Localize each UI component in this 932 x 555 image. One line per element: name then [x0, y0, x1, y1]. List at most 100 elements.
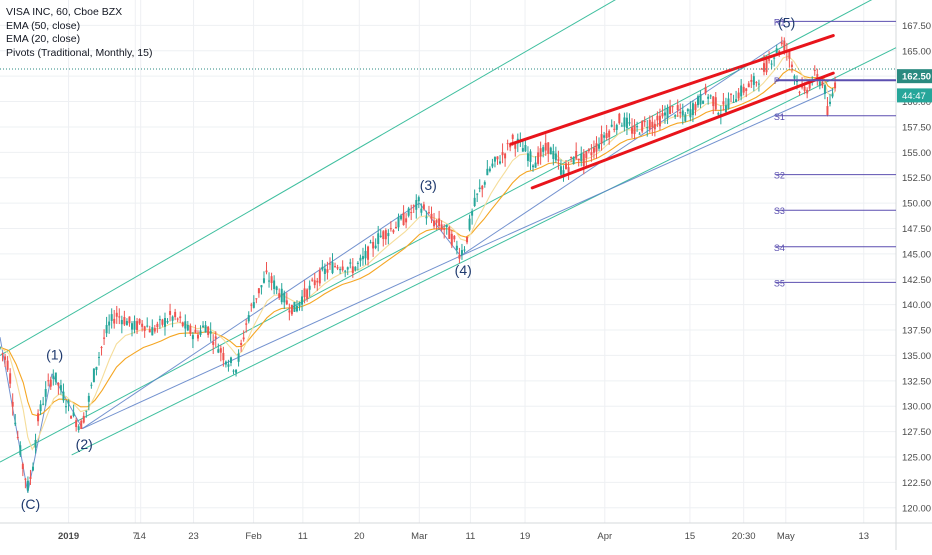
candle-body [313, 280, 316, 286]
candle-body [709, 95, 712, 97]
price-tick-label: 152.50 [902, 173, 931, 184]
candle-body [191, 335, 194, 340]
candle-body [694, 104, 697, 111]
candle-body [9, 373, 12, 384]
candle-body [202, 325, 205, 328]
candle-body [95, 366, 98, 370]
candle-body [443, 228, 446, 230]
candle-body [209, 331, 212, 334]
wave-label: (3) [420, 177, 437, 193]
last-price-label: 162.50 [902, 72, 931, 83]
candle-body [349, 262, 352, 264]
candle-body [509, 144, 512, 148]
candle-body [331, 262, 334, 274]
candle-body [653, 123, 656, 130]
candle-body [67, 401, 70, 404]
pivots-legend: Pivots (Traditional, Monthly, 15) [6, 46, 153, 59]
candle-body [460, 250, 463, 255]
candle-body [631, 127, 634, 134]
candle-body [354, 266, 357, 271]
candle-body [780, 42, 783, 45]
candle-body [603, 135, 606, 138]
candle-body [146, 325, 149, 327]
candle-body [704, 87, 707, 94]
price-tick-label: 125.00 [902, 452, 931, 463]
candle-body [387, 233, 390, 237]
chart-legend: VISA INC, 60, Cboe BZX EMA (50, close) E… [6, 6, 152, 60]
candle-body [301, 296, 304, 305]
trend-line [460, 88, 834, 257]
price-tick-label: 140.00 [902, 300, 931, 311]
candle-body [361, 256, 364, 260]
candle-body [77, 426, 80, 430]
candle-body [21, 463, 24, 470]
candle-body [567, 167, 570, 173]
candle-body [6, 360, 9, 370]
candle-body [598, 144, 601, 149]
candle-body [666, 107, 669, 119]
candle-body [803, 86, 806, 91]
candle-body [625, 117, 628, 128]
price-tick-label: 157.50 [902, 122, 931, 133]
candle-body [595, 143, 598, 152]
candle-body [684, 114, 687, 122]
time-tick-label: 19 [520, 531, 531, 542]
candle-body [285, 300, 288, 305]
candle-body [590, 152, 593, 156]
candle-body [453, 235, 456, 240]
candle-body [524, 145, 527, 152]
candle-body [592, 147, 595, 153]
trend-line [418, 202, 461, 257]
candle-body [229, 357, 232, 363]
candle-body [171, 316, 174, 321]
candle-body [727, 98, 730, 109]
candle-body [724, 105, 727, 113]
price-tick-label: 120.00 [902, 503, 931, 514]
candle-body [100, 347, 103, 349]
candle-body [669, 106, 672, 115]
wedge-line [509, 34, 835, 146]
time-tick-label: 20 [354, 531, 365, 542]
candle-body [204, 325, 207, 333]
candle-body [790, 64, 793, 68]
candle-body [369, 242, 372, 244]
candle-body [1, 353, 4, 355]
pivot-label-p: P [774, 76, 780, 86]
candle-body [148, 329, 151, 333]
candle-body [707, 96, 710, 99]
candle-body [435, 220, 438, 223]
candle-body [697, 96, 700, 106]
candle-body [303, 288, 306, 298]
candle-body [394, 226, 397, 229]
candle-body [346, 267, 349, 270]
candle-body [275, 286, 278, 291]
candle-body [290, 304, 293, 315]
candle-body [580, 153, 583, 162]
candle-body [818, 81, 821, 86]
candle-body [118, 316, 121, 318]
candle-body [364, 250, 367, 259]
candle-body [214, 336, 217, 339]
wave-label: (C) [21, 496, 40, 512]
candle-body [308, 285, 311, 290]
candle-body [245, 323, 248, 325]
candle-body [532, 165, 535, 168]
candle-body [773, 57, 776, 59]
candle-body [636, 126, 639, 128]
trend-line [460, 40, 784, 257]
candle-body [506, 143, 509, 145]
price-tick-label: 132.50 [902, 376, 931, 387]
candle-body [232, 370, 235, 372]
candle-body [176, 318, 179, 320]
candle-body [656, 115, 659, 121]
candle-body [62, 391, 65, 401]
pivot-label-r1: R1 [774, 17, 786, 27]
candle-body [316, 280, 319, 283]
candle-body [651, 121, 654, 128]
candle-body [491, 163, 494, 167]
candle-body [262, 278, 265, 283]
candle-body [143, 326, 146, 332]
candle-body [356, 262, 359, 264]
